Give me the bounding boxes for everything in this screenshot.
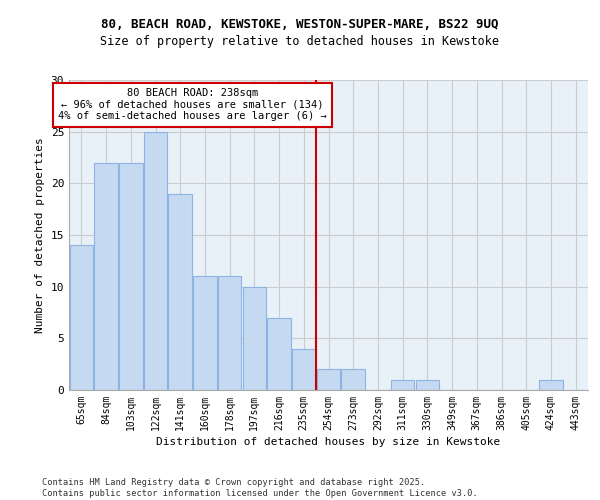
Text: 80 BEACH ROAD: 238sqm
← 96% of detached houses are smaller (134)
4% of semi-deta: 80 BEACH ROAD: 238sqm ← 96% of detached …	[58, 88, 327, 122]
Y-axis label: Number of detached properties: Number of detached properties	[35, 137, 45, 333]
Text: Size of property relative to detached houses in Kewstoke: Size of property relative to detached ho…	[101, 35, 499, 48]
Bar	[539, 380, 563, 390]
Bar	[317, 370, 340, 390]
Bar	[70, 246, 93, 390]
Text: 80, BEACH ROAD, KEWSTOKE, WESTON-SUPER-MARE, BS22 9UQ: 80, BEACH ROAD, KEWSTOKE, WESTON-SUPER-M…	[101, 18, 499, 30]
Bar	[169, 194, 192, 390]
X-axis label: Distribution of detached houses by size in Kewstoke: Distribution of detached houses by size …	[157, 437, 500, 447]
Bar	[416, 380, 439, 390]
Text: Contains HM Land Registry data © Crown copyright and database right 2025.
Contai: Contains HM Land Registry data © Crown c…	[42, 478, 478, 498]
Bar	[242, 286, 266, 390]
Bar	[94, 162, 118, 390]
Bar	[144, 132, 167, 390]
Bar	[119, 162, 143, 390]
Bar	[341, 370, 365, 390]
Bar	[292, 348, 316, 390]
Bar	[268, 318, 291, 390]
Bar	[193, 276, 217, 390]
Bar	[218, 276, 241, 390]
Bar	[391, 380, 415, 390]
